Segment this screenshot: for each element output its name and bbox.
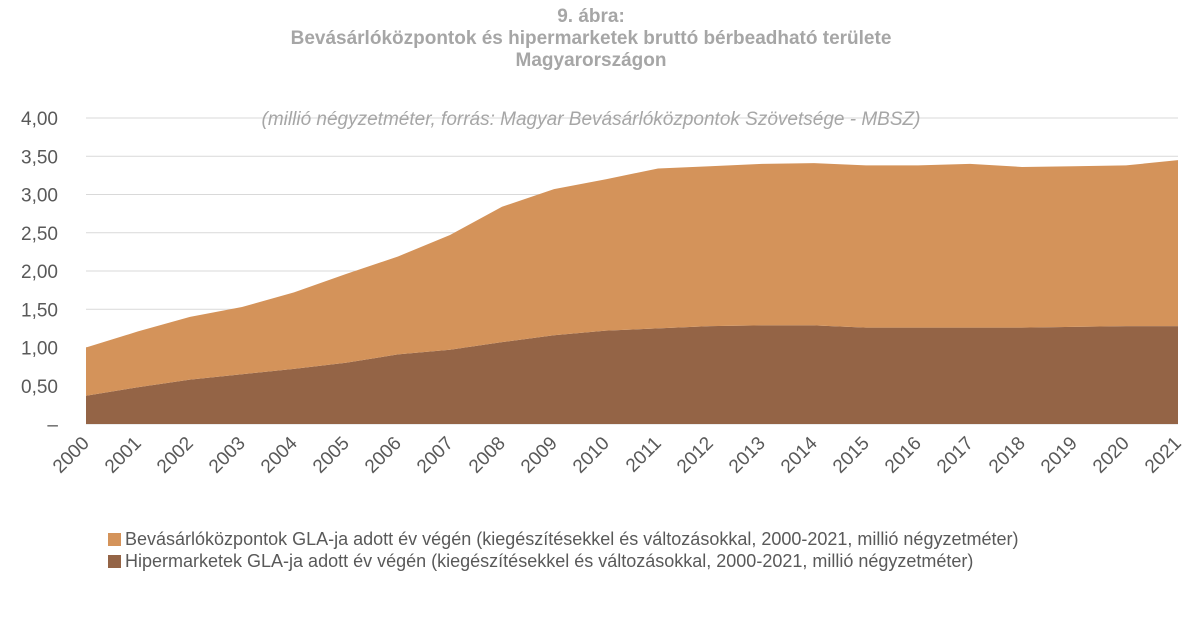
x-tick-label: 2019 xyxy=(1037,433,1082,478)
chart-title: Magyarországon xyxy=(516,50,667,71)
x-tick-label: 2000 xyxy=(49,433,94,478)
legend: Bevásárlóközpontok GLA-ja adott év végén… xyxy=(108,528,1118,572)
x-tick-label: 2020 xyxy=(1089,433,1134,478)
chart-subtitle: (millió négyzetméter, forrás: Magyar Bev… xyxy=(262,109,921,130)
y-tick-label: 2,50 xyxy=(21,224,58,245)
legend-label: Bevásárlóközpontok GLA-ja adott év végén… xyxy=(125,529,1019,549)
chart-title: 9. ábra: xyxy=(557,6,625,27)
y-tick-label: – xyxy=(47,415,58,436)
x-tick-label: 2010 xyxy=(569,433,614,478)
y-tick-label: 3,50 xyxy=(21,147,58,168)
x-tick-label: 2011 xyxy=(622,433,666,477)
x-tick-label: 2015 xyxy=(829,433,874,478)
area xyxy=(86,160,1178,396)
x-tick-label: 2003 xyxy=(205,433,250,478)
x-tick-label: 2017 xyxy=(933,433,978,478)
x-tick-label: 2004 xyxy=(257,433,302,478)
x-tick-label: 2016 xyxy=(881,433,926,478)
x-tick-label: 2018 xyxy=(985,433,1030,478)
legend-swatch xyxy=(108,555,121,568)
y-tick-label: 1,50 xyxy=(21,300,58,321)
legend-item: Hipermarketek GLA-ja adott év végén (kie… xyxy=(108,550,1118,572)
area xyxy=(86,325,1178,424)
legend-label: Hipermarketek GLA-ja adott év végén (kie… xyxy=(125,551,974,571)
y-tick-label: 4,00 xyxy=(21,109,58,130)
x-tick-label: 2008 xyxy=(465,433,510,478)
x-tick-label: 2007 xyxy=(413,433,458,478)
x-tick-label: 2021 xyxy=(1141,433,1182,478)
y-tick-label: 2,00 xyxy=(21,262,58,283)
x-tick-label: 2009 xyxy=(517,433,562,478)
x-tick-label: 2013 xyxy=(725,433,770,478)
y-tick-label: 1,00 xyxy=(21,339,58,360)
chart-title: Bevásárlóközpontok és hipermarketek brut… xyxy=(291,28,892,49)
x-tick-label: 2002 xyxy=(153,433,198,478)
y-tick-label: 0,50 xyxy=(21,377,58,398)
x-tick-label: 2012 xyxy=(673,433,718,478)
x-tick-label: 2001 xyxy=(101,433,146,478)
x-tick-label: 2006 xyxy=(361,433,406,478)
legend-swatch xyxy=(108,533,121,546)
x-tick-label: 2005 xyxy=(309,433,354,478)
legend-item: Bevásárlóközpontok GLA-ja adott év végén… xyxy=(108,528,1118,550)
x-tick-label: 2014 xyxy=(777,433,822,478)
y-tick-label: 3,00 xyxy=(21,186,58,207)
